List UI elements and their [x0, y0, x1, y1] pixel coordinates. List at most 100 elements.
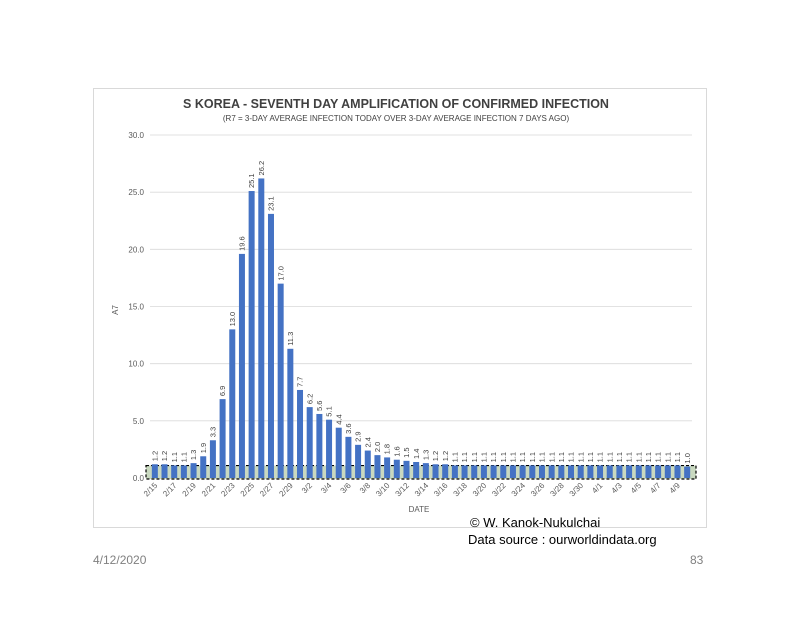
- x-tick-label: 3/28: [548, 481, 566, 499]
- bar: [451, 465, 458, 478]
- slide-date: 4/12/2020: [93, 553, 147, 567]
- bar: [480, 465, 487, 478]
- bar: [374, 455, 381, 478]
- x-tick-label: 2/23: [219, 481, 237, 499]
- bar-value-label: 1.1: [673, 452, 682, 462]
- bar: [393, 459, 400, 478]
- bar: [151, 464, 158, 478]
- bar-value-label: 2.4: [363, 437, 372, 447]
- x-tick-label: 3/8: [358, 481, 373, 496]
- x-tick-layer: 2/15 2/17 2/19 2/21 2/23 2/25 2/27 2/29 3/2 3/4 3/…: [142, 481, 682, 499]
- bar: [384, 457, 391, 478]
- data-source-credit: Data source : ourworldindata.org: [468, 532, 657, 547]
- bar-value-label: 1.0: [683, 453, 692, 463]
- x-tick-label: 3/18: [452, 481, 470, 499]
- bar-value-label: 1.1: [460, 452, 469, 462]
- bar-layer: [151, 178, 691, 479]
- bar-value-label: 6.9: [218, 386, 227, 396]
- bar-value-label: 1.1: [596, 452, 605, 462]
- bar-value-label: 1.1: [557, 452, 566, 462]
- x-tick-label: 4/1: [590, 481, 605, 496]
- bar: [355, 444, 362, 478]
- x-tick-label: 3/30: [568, 481, 586, 499]
- bar: [626, 465, 633, 478]
- x-tick-label: 3/4: [319, 481, 334, 496]
- y-tick-label: 15.0: [128, 303, 144, 312]
- bar: [616, 465, 623, 478]
- bar: [219, 399, 226, 478]
- x-tick-label: 2/21: [200, 481, 218, 499]
- highlight-band: [145, 464, 697, 480]
- bar: [635, 465, 642, 478]
- bar: [587, 465, 594, 478]
- bar-value-label: 1.9: [199, 443, 208, 453]
- bar-value-label: 1.1: [170, 452, 179, 462]
- bar-value-label: 1.1: [489, 452, 498, 462]
- bar-value-label: 1.1: [567, 452, 576, 462]
- x-tick-label: 4/5: [629, 481, 644, 496]
- x-tick-label: 3/24: [510, 481, 528, 499]
- x-tick-label: 2/17: [161, 481, 179, 499]
- bar: [548, 465, 555, 478]
- bar-value-label: 2.9: [354, 431, 363, 441]
- chart-frame: S KOREA - SEVENTH DAY AMPLIFICATION OF C…: [93, 88, 707, 528]
- x-tick-label: 2/19: [181, 481, 199, 499]
- bar: [568, 465, 575, 478]
- bar: [461, 465, 468, 478]
- bar-value-label: 5.6: [315, 401, 324, 411]
- bar-value-label: 13.0: [228, 312, 237, 327]
- bar-value-label: 1.1: [518, 452, 527, 462]
- bar: [306, 407, 313, 478]
- bar: [335, 427, 342, 478]
- x-tick-label: 4/3: [610, 481, 625, 496]
- bar: [209, 440, 216, 478]
- y-tick-label: 20.0: [128, 245, 144, 254]
- bar: [529, 465, 536, 478]
- bar-value-label: 17.0: [276, 266, 285, 281]
- bar-value-label: 1.3: [189, 450, 198, 460]
- x-tick-label: 2/25: [239, 481, 257, 499]
- bar: [606, 465, 613, 478]
- bar: [180, 465, 187, 478]
- bar: [248, 191, 255, 479]
- bar-value-label: 1.1: [528, 452, 537, 462]
- y-tick-layer: 0.0 5.0 10.0 15.0 20.0 25.0 30.0: [128, 131, 144, 483]
- bar-value-label: 1.8: [383, 444, 392, 454]
- bar: [664, 465, 671, 478]
- bar-value-label: 1.1: [450, 452, 459, 462]
- bar-value-label: 26.2: [257, 161, 266, 176]
- bar: [519, 465, 526, 478]
- y-tick-label: 25.0: [128, 188, 144, 197]
- bar: [645, 465, 652, 478]
- bar: [422, 463, 429, 478]
- bar-value-label: 1.2: [150, 451, 159, 461]
- bar: [267, 213, 274, 478]
- bar-value-label: 1.1: [586, 452, 595, 462]
- bar-value-label: 6.2: [305, 394, 314, 404]
- value-label-layer: 1.2 1.2 1.1 1.1 1.31.93.36.913.019.625.126.2…: [150, 161, 691, 464]
- bar: [442, 464, 449, 478]
- bar-value-label: 11.3: [286, 332, 295, 346]
- bar: [413, 461, 420, 478]
- bar: [674, 465, 681, 478]
- bar-value-label: 1.1: [654, 452, 663, 462]
- bar-value-label: 1.1: [509, 452, 518, 462]
- x-tick-label: 3/22: [490, 481, 508, 499]
- y-tick-label: 10.0: [128, 360, 144, 369]
- bar-value-label: 23.1: [267, 196, 276, 211]
- bar-value-label: 1.2: [441, 451, 450, 461]
- bar: [345, 436, 352, 478]
- x-tick-label: 3/10: [374, 481, 392, 499]
- x-tick-label: 3/12: [394, 481, 412, 499]
- bar: [577, 465, 584, 478]
- chart-svg: S KOREA - SEVENTH DAY AMPLIFICATION OF C…: [111, 97, 697, 514]
- slide-page-number: 83: [690, 553, 704, 567]
- bar-value-label: 1.4: [412, 449, 421, 459]
- x-tick-label: 4/7: [648, 481, 663, 496]
- bar-value-label: 1.1: [605, 452, 614, 462]
- bar: [238, 253, 245, 478]
- bar: [684, 466, 691, 478]
- bar: [161, 464, 168, 478]
- bar-value-label: 1.1: [179, 452, 188, 462]
- bar-value-label: 1.1: [663, 452, 672, 462]
